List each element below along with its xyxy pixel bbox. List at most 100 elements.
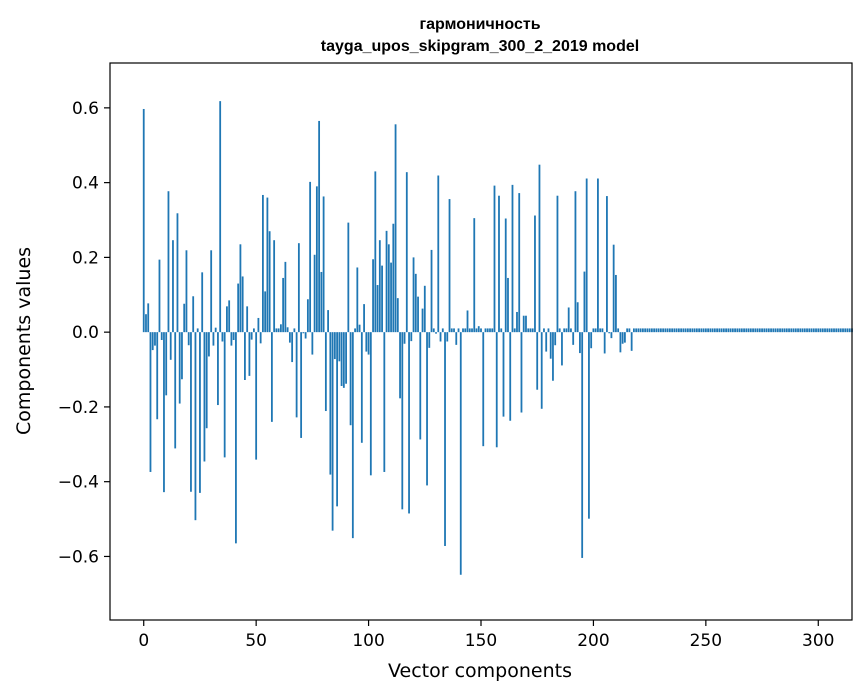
bar (232, 332, 235, 340)
y-tick-label: −0.6 (58, 547, 99, 567)
bar (226, 306, 228, 333)
bar (410, 332, 413, 342)
bar (700, 328, 703, 333)
bars-group (142, 101, 853, 575)
bar (333, 332, 336, 360)
bar (628, 328, 631, 333)
bar (246, 306, 249, 333)
bar (626, 328, 629, 333)
bar (615, 274, 617, 333)
bar (363, 304, 365, 333)
bar (680, 328, 683, 333)
bar (565, 328, 568, 333)
bar (653, 328, 656, 333)
bar (266, 197, 269, 333)
bar (606, 196, 608, 333)
bar (201, 272, 204, 333)
bar (603, 332, 606, 354)
bar (214, 327, 217, 333)
bar (797, 328, 799, 333)
bar (644, 328, 647, 333)
bar (570, 328, 572, 333)
bar (520, 332, 523, 413)
bar (349, 332, 352, 426)
bar (262, 194, 264, 333)
bar (765, 328, 768, 333)
bar (585, 178, 588, 333)
bar (291, 332, 294, 363)
bar (160, 332, 163, 340)
bar (306, 299, 309, 333)
bar (275, 328, 278, 333)
bar (239, 244, 242, 333)
bar (441, 328, 444, 333)
bar (527, 328, 530, 333)
bar (835, 328, 838, 333)
bar (450, 328, 453, 333)
bar (837, 328, 840, 333)
bar (475, 328, 478, 333)
bar (412, 257, 415, 333)
bar (736, 328, 739, 333)
bar (464, 328, 467, 333)
bar (637, 328, 640, 333)
bar (300, 332, 303, 438)
x-tick-label: 50 (245, 631, 267, 651)
bar (446, 332, 449, 342)
bar (210, 250, 213, 333)
y-tick-label: 0.2 (72, 248, 99, 268)
bar (621, 332, 624, 344)
bar (455, 332, 458, 345)
bar (657, 328, 660, 333)
bar (808, 328, 811, 333)
bar (588, 332, 590, 519)
bar (612, 244, 615, 333)
bar (745, 328, 748, 333)
bar (763, 328, 766, 333)
bar (610, 332, 613, 339)
bar (169, 332, 172, 360)
bar (228, 300, 231, 333)
bar (338, 332, 341, 362)
bar (722, 328, 725, 333)
bar (255, 332, 258, 460)
plot-frame (109, 62, 853, 621)
bar (295, 332, 298, 418)
x-tick-label: 0 (138, 631, 149, 651)
bar (268, 231, 271, 333)
bar (783, 328, 786, 333)
bar (381, 265, 383, 333)
bar (554, 332, 557, 346)
bar (253, 328, 255, 333)
bar (230, 332, 233, 346)
bar (500, 328, 503, 333)
bar (734, 328, 736, 333)
x-axis-ticks: 0 50 100 150 200 250 300 (138, 620, 834, 651)
bar (199, 332, 201, 493)
y-tick-label: 0.0 (72, 323, 99, 343)
bar (698, 328, 700, 333)
bar (821, 328, 824, 333)
bar (486, 328, 489, 333)
bar (293, 328, 296, 333)
y-tick-label: −0.2 (58, 398, 99, 418)
bar (720, 328, 723, 333)
bar (423, 285, 426, 333)
bar (459, 332, 462, 575)
bar (390, 262, 392, 333)
y-axis-label: Components values (13, 247, 35, 435)
bar (552, 332, 554, 381)
bar (174, 332, 177, 449)
bar (219, 101, 222, 333)
bar (725, 328, 727, 333)
bar (329, 332, 332, 475)
bar (322, 196, 325, 333)
bar (244, 332, 246, 380)
bar (639, 328, 642, 333)
bar (686, 328, 689, 333)
bar (340, 332, 343, 386)
bar (484, 328, 487, 333)
bar (282, 277, 285, 333)
bar (428, 332, 431, 348)
y-axis-ticks: −0.6 −0.4 −0.2 0.0 0.2 0.4 0.6 (58, 99, 110, 567)
